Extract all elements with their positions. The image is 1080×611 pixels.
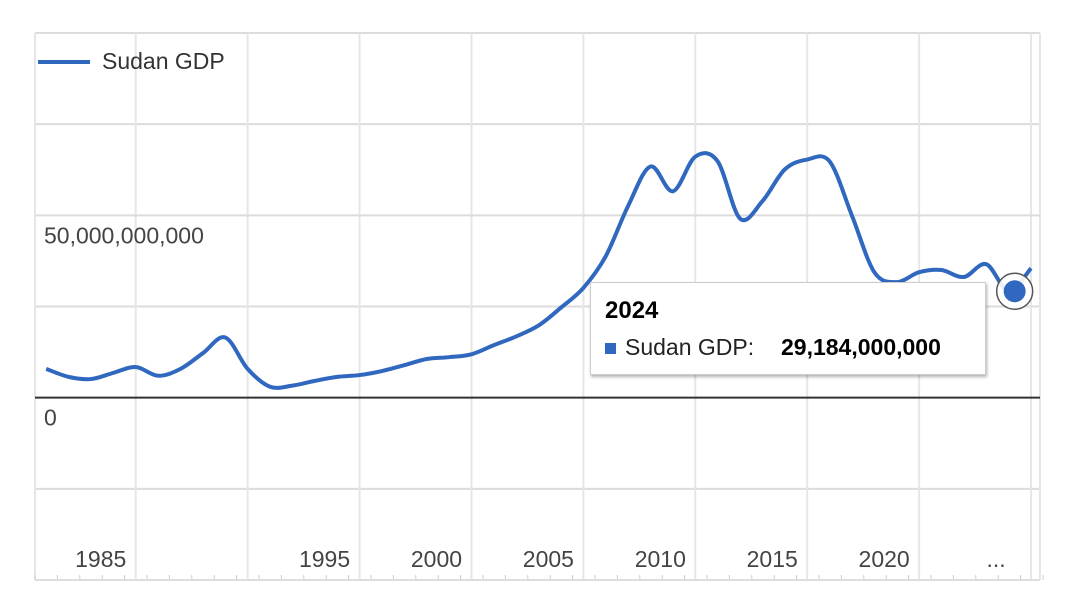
highlight-point	[1003, 280, 1026, 303]
x-tick-label: 2020	[859, 546, 910, 572]
x-tick-label: 2000	[411, 546, 462, 572]
x-tick-label: 1995	[299, 546, 350, 572]
y-tick-label: 50,000,000,000	[44, 222, 204, 248]
tooltip-swatch	[605, 343, 616, 354]
tooltip: 2024 Sudan GDP: 29,184,000,000	[590, 282, 986, 375]
tooltip-label: Sudan GDP:	[625, 334, 755, 360]
x-tick-label: 2015	[747, 546, 798, 572]
plot-area	[45, 151, 1033, 390]
x-tick-label: 1985	[75, 546, 126, 572]
x-tick-label: 2005	[523, 546, 574, 572]
y-tick-label: 0	[44, 405, 57, 431]
series-line	[45, 151, 1033, 390]
tooltip-title: 2024	[605, 297, 659, 324]
labels: 0 50,000,000,000 1985 1995 2000 2005 2010 2015 2…	[38, 48, 1034, 572]
x-tick-label: 2010	[635, 546, 686, 572]
legend-label: Sudan GDP	[102, 48, 225, 74]
tooltip-value: 29,184,000,000	[781, 334, 941, 360]
x-tick-label: ...	[986, 546, 1005, 572]
